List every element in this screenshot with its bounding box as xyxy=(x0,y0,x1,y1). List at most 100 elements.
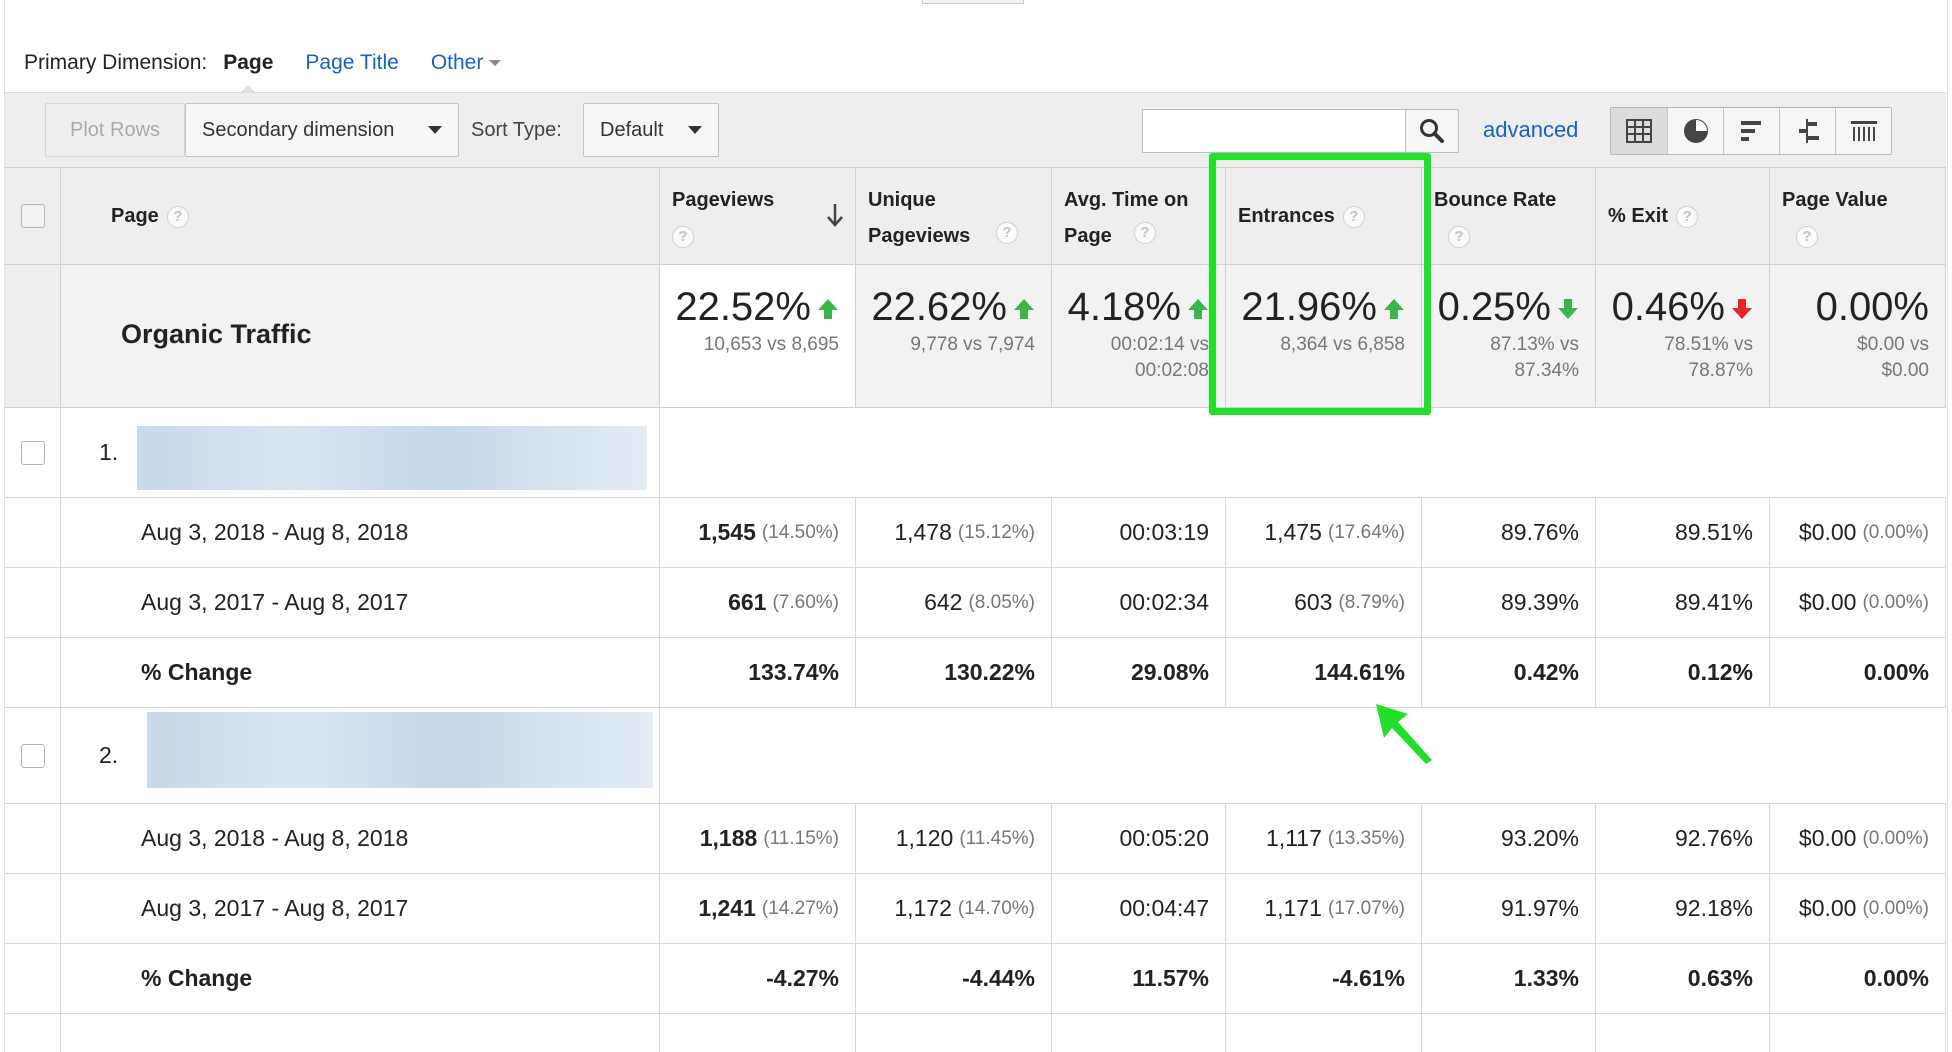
summary-pageviews-value: 22.52% xyxy=(675,285,811,329)
unique-pageviews-cell: 1,120 (11.45%) xyxy=(856,804,1052,873)
header-page-value[interactable]: Page Value? xyxy=(1770,168,1946,265)
performance-view-button[interactable] xyxy=(1723,108,1779,154)
comparison-view-button[interactable] xyxy=(1779,108,1835,154)
table-row: Aug 3, 2017 - Aug 8, 2017 1,241 (14.27%) … xyxy=(5,874,1946,944)
help-icon[interactable]: ? xyxy=(1342,205,1365,228)
summary-exit-detail1: 78.51% vs xyxy=(1664,334,1753,355)
table-row-group-2: 2. xyxy=(5,708,1946,804)
row-spacer xyxy=(5,804,61,873)
unique-pct: (14.70%) xyxy=(957,897,1035,919)
row-index: 1. xyxy=(99,439,119,465)
summary-bounce-value: 0.25% xyxy=(1437,285,1551,329)
summary-exit-detail2: 78.87% xyxy=(1688,360,1753,381)
unique-pct: (8.05%) xyxy=(968,591,1035,613)
entrances-cell: 1,475 (17.64%) xyxy=(1226,498,1422,567)
help-icon[interactable]: ? xyxy=(1448,225,1470,248)
sort-type-dropdown[interactable]: Default xyxy=(583,103,719,157)
entrances-pct: (13.35%) xyxy=(1327,827,1405,849)
avg-time-change: 29.08% xyxy=(1052,638,1226,707)
dimension-page-title[interactable]: Page Title xyxy=(305,51,399,74)
header-pageviews[interactable]: Pageviews? xyxy=(660,168,856,265)
row-select-cell xyxy=(5,708,61,803)
pageviews-pct: (14.27%) xyxy=(761,897,839,919)
sort-type-label: Sort Type: xyxy=(471,119,562,141)
header-page-value-label: Page Value xyxy=(1782,189,1888,211)
table-row: Aug 3, 2018 - Aug 8, 2018 1,545 (14.50%) … xyxy=(5,498,1946,568)
exit-cell: 92.18% xyxy=(1596,874,1770,943)
summary-pageviews: 22.52% 10,653 vs 8,695 xyxy=(660,265,856,408)
row-spacer xyxy=(1052,1014,1226,1052)
help-icon[interactable]: ? xyxy=(1676,205,1699,228)
header-entrances[interactable]: Entrances? xyxy=(1226,168,1422,265)
entrances-value: 1,117 xyxy=(1266,825,1322,851)
pageviews-cell: 661 (7.60%) xyxy=(660,568,856,637)
entrances-cell: 1,171 (17.07%) xyxy=(1226,874,1422,943)
header-page[interactable]: Page? xyxy=(61,168,660,265)
summary-unique-value: 22.62% xyxy=(871,285,1007,329)
page-value-pct: (0.00%) xyxy=(1862,591,1929,613)
row-checkbox[interactable] xyxy=(20,440,45,465)
row-spacer xyxy=(5,498,61,567)
help-icon[interactable]: ? xyxy=(672,225,694,248)
page-value-pct: (0.00%) xyxy=(1862,897,1929,919)
pageviews-value: 661 xyxy=(728,589,767,615)
summary-unique-pageviews: 22.62% 9,778 vs 7,974 xyxy=(856,265,1052,408)
summary-page-value-detail2: $0.00 xyxy=(1881,360,1929,381)
entrances-value: 1,171 xyxy=(1264,895,1322,921)
exit-cell: 89.51% xyxy=(1596,498,1770,567)
table-row-group-1: 1. xyxy=(5,408,1946,498)
chevron-down-icon xyxy=(688,126,702,134)
row-spacer xyxy=(5,944,61,1013)
date-range-label: Aug 3, 2017 - Aug 8, 2017 xyxy=(61,568,660,637)
unique-change: 130.22% xyxy=(856,638,1052,707)
select-all-checkbox[interactable] xyxy=(20,204,45,228)
help-icon[interactable]: ? xyxy=(1796,225,1818,248)
row-checkbox[interactable] xyxy=(20,743,45,768)
unique-pageviews-cell: 642 (8.05%) xyxy=(856,568,1052,637)
help-icon[interactable]: ? xyxy=(1134,222,1156,244)
pageviews-change: 133.74% xyxy=(660,638,856,707)
redacted-page-url[interactable] xyxy=(137,426,647,490)
unique-pct: (11.45%) xyxy=(959,827,1035,849)
header-unique-pageviews[interactable]: Unique Pageviews? xyxy=(856,168,1052,265)
header-exit[interactable]: % Exit? xyxy=(1596,168,1770,265)
table-row: Aug 3, 2017 - Aug 8, 2017 661 (7.60%) 642… xyxy=(5,568,1946,638)
pie-view-icon xyxy=(1683,119,1708,143)
pageviews-value: 1,241 xyxy=(698,895,756,921)
help-icon[interactable]: ? xyxy=(996,222,1018,244)
bounce-change: 0.42% xyxy=(1422,638,1596,707)
plot-rows-button[interactable]: Plot Rows xyxy=(45,103,185,157)
pivot-view-button[interactable] xyxy=(1835,108,1891,154)
trend-up-icon xyxy=(1188,299,1208,320)
dimension-other[interactable]: Other xyxy=(431,51,502,75)
entrances-change: 144.61% xyxy=(1226,638,1422,707)
advanced-filter-link[interactable]: advanced xyxy=(1483,117,1579,142)
entrances-pct: (8.79%) xyxy=(1338,591,1405,613)
redacted-page-url[interactable] xyxy=(147,712,653,788)
page-cell: 2. xyxy=(61,708,660,803)
change-label: % Change xyxy=(61,944,660,1013)
pie-view-button[interactable] xyxy=(1667,108,1723,154)
header-bounce-rate[interactable]: Bounce Rate? xyxy=(1422,168,1596,265)
secondary-dimension-dropdown[interactable]: Secondary dimension xyxy=(185,103,459,157)
header-avg-time-on-page[interactable]: Avg. Time on Page? xyxy=(1052,168,1226,265)
pageviews-pct: (11.15%) xyxy=(763,827,839,849)
pageviews-cell: 1,545 (14.50%) xyxy=(660,498,856,567)
search-input[interactable] xyxy=(1142,109,1406,153)
dimension-page[interactable]: Page xyxy=(223,51,274,74)
table-view-button[interactable] xyxy=(1611,108,1667,154)
unique-pageviews-cell: 1,172 (14.70%) xyxy=(856,874,1052,943)
row-spacer xyxy=(5,638,61,707)
pageviews-value: 1,188 xyxy=(699,825,758,851)
summary-entrances-detail: 8,364 vs 6,858 xyxy=(1280,334,1405,355)
trend-up-icon xyxy=(1014,299,1034,320)
header-bounce-rate-label: Bounce Rate xyxy=(1434,189,1557,211)
pageviews-change: -4.27% xyxy=(660,944,856,1013)
search-button[interactable] xyxy=(1405,109,1459,153)
date-range-label: Aug 3, 2017 - Aug 8, 2017 xyxy=(61,874,660,943)
avg-time-change: 11.57% xyxy=(1052,944,1226,1013)
entrances-value: 603 xyxy=(1294,589,1333,615)
help-icon[interactable]: ? xyxy=(166,205,189,228)
top-tab-stub xyxy=(922,0,1024,4)
exit-cell: 89.41% xyxy=(1596,568,1770,637)
